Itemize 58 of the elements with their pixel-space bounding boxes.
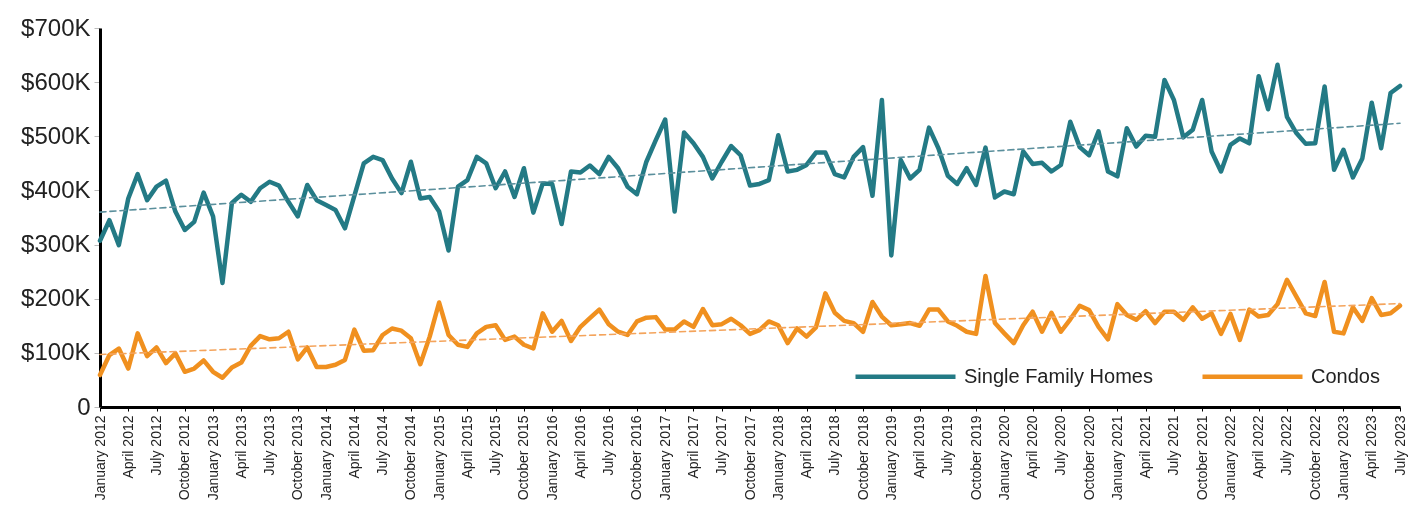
x-tick-label: January 2020 — [995, 415, 1012, 501]
x-tick-label: July 2017 — [713, 415, 730, 476]
x-tick-label: January 2021 — [1108, 415, 1125, 501]
x-tick-label: January 2023 — [1334, 415, 1351, 501]
x-tick-label: April 2020 — [1024, 415, 1041, 479]
legend-label: Condos — [1311, 364, 1380, 387]
x-tick-label: April 2019 — [911, 415, 928, 479]
x-tick-label: October 2014 — [402, 415, 419, 501]
x-tick-label: April 2017 — [684, 415, 701, 479]
x-tick-label: July 2014 — [374, 415, 391, 476]
y-tick-label: $500K — [21, 121, 91, 149]
x-tick-label: January 2013 — [204, 415, 221, 501]
x-tick-label: July 2019 — [939, 415, 956, 476]
x-tick-label: April 2018 — [798, 415, 815, 479]
x-tick-label: January 2012 — [91, 415, 108, 501]
x-tick-label: January 2017 — [656, 415, 673, 501]
y-tick-label: $400K — [21, 175, 91, 203]
x-tick-label: April 2015 — [458, 415, 475, 479]
legend-label: Single Family Homes — [964, 364, 1153, 387]
x-tick-label: October 2016 — [628, 415, 645, 501]
x-tick-label: July 2018 — [826, 415, 843, 476]
x-tick-label: January 2015 — [430, 415, 447, 501]
x-tick-label: July 2015 — [487, 415, 504, 476]
x-tick-label: January 2014 — [317, 415, 334, 501]
x-tick-label: January 2018 — [769, 415, 786, 501]
x-tick-label: July 2020 — [1052, 415, 1069, 476]
y-tick-label: 0 — [77, 392, 91, 420]
x-tick-label: April 2014 — [345, 415, 362, 479]
y-tick-label: $600K — [21, 67, 91, 95]
x-tick-label: January 2022 — [1221, 415, 1238, 501]
x-tick-label: April 2021 — [1137, 415, 1154, 479]
x-tick-label: July 2013 — [261, 415, 278, 476]
x-tick-label: July 2021 — [1165, 415, 1182, 476]
x-tick-label: October 2013 — [289, 415, 306, 501]
y-tick-label: $700K — [21, 13, 91, 41]
x-tick-label: October 2017 — [741, 415, 758, 501]
x-tick-label: July 2023 — [1391, 415, 1408, 476]
x-tick-label: October 2022 — [1306, 415, 1323, 501]
x-tick-label: July 2012 — [148, 415, 165, 476]
x-tick-label: October 2015 — [515, 415, 532, 501]
line-series — [97, 62, 1403, 286]
x-tick-label: October 2020 — [1080, 415, 1097, 501]
x-tick-label: October 2012 — [176, 415, 193, 501]
y-tick-label: $200K — [21, 284, 91, 312]
x-tick-label: October 2018 — [854, 415, 871, 501]
x-tick-label: April 2013 — [232, 415, 249, 479]
x-tick-label: January 2016 — [543, 415, 560, 501]
x-tick-label: April 2023 — [1363, 415, 1380, 479]
x-tick-label: April 2016 — [571, 415, 588, 479]
x-tick-label: April 2012 — [119, 415, 136, 479]
x-tick-label: July 2022 — [1278, 415, 1295, 476]
x-tick-label: April 2022 — [1250, 415, 1267, 479]
x-tick-label: January 2019 — [882, 415, 899, 501]
x-tick-label: October 2019 — [967, 415, 984, 501]
x-tick-label: October 2021 — [1193, 415, 1210, 501]
y-tick-label: $100K — [21, 338, 91, 366]
x-tick-label: July 2016 — [600, 415, 617, 476]
y-tick-label: $300K — [21, 230, 91, 258]
